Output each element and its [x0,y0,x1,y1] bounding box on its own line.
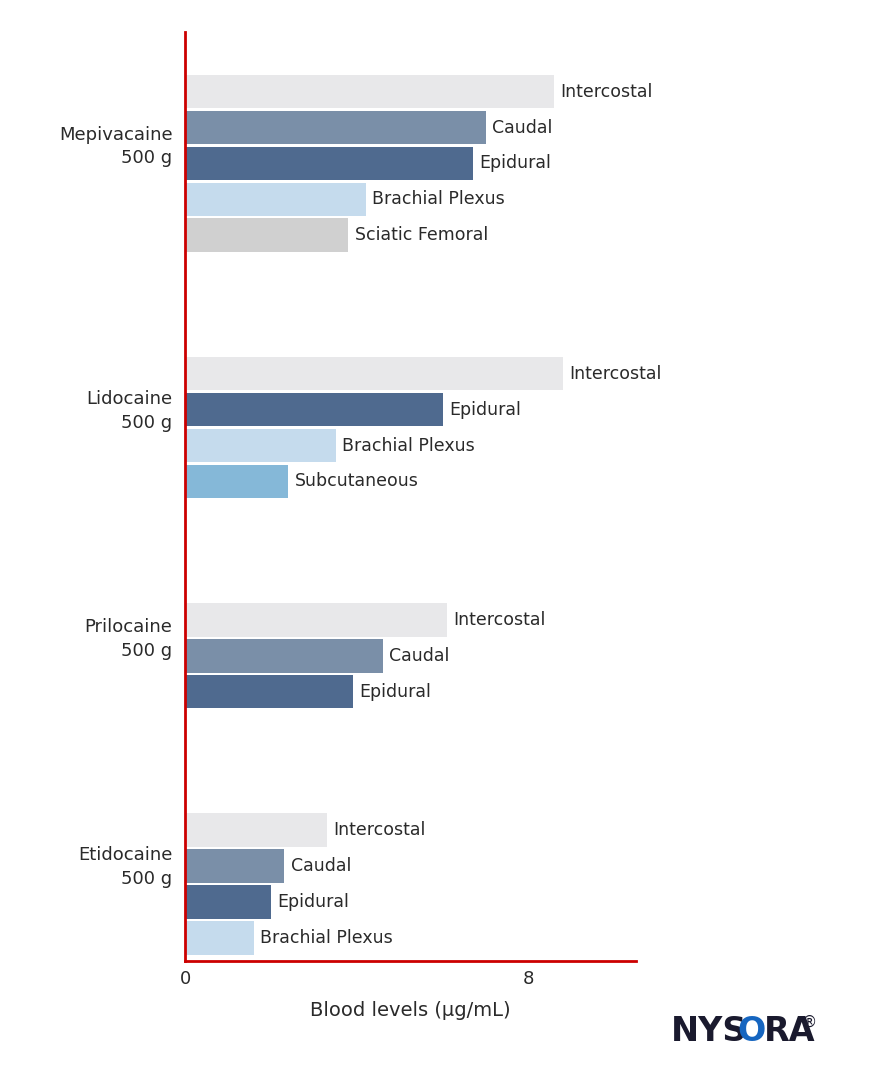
Bar [185,675,352,708]
Text: Mepivacaine
500 g: Mepivacaine 500 g [59,126,172,167]
Text: Lidocaine
500 g: Lidocaine 500 g [87,390,172,432]
Text: Epidural: Epidural [449,401,521,419]
Bar [185,218,349,252]
Text: Subcutaneous: Subcutaneous [295,472,419,490]
Text: Brachial Plexus: Brachial Plexus [372,190,505,208]
Text: Caudal: Caudal [389,647,449,665]
Text: NYS: NYS [671,1015,747,1048]
Text: ®: ® [802,1015,817,1030]
Text: Brachial Plexus: Brachial Plexus [342,436,475,455]
Bar [185,75,555,108]
Bar [185,147,472,180]
Bar [185,464,289,498]
Bar [185,921,254,955]
Text: Intercostal: Intercostal [454,611,546,629]
Bar [185,183,366,216]
Bar [185,813,327,847]
Bar [185,639,382,673]
Text: Caudal: Caudal [492,119,553,136]
Text: Etidocaine
500 g: Etidocaine 500 g [79,847,172,888]
Text: Intercostal: Intercostal [570,365,661,382]
Text: O: O [737,1015,766,1048]
Bar [185,849,284,882]
Text: Epidural: Epidural [359,683,431,701]
Bar [185,603,447,637]
Text: Brachial Plexus: Brachial Plexus [260,929,393,947]
X-axis label: Blood levels (μg/mL): Blood levels (μg/mL) [310,1001,511,1021]
Text: Intercostal: Intercostal [561,82,653,100]
Text: Epidural: Epidural [277,893,350,912]
Bar [185,111,486,145]
Bar [185,393,442,427]
Text: Caudal: Caudal [291,858,351,875]
Text: Sciatic Femoral: Sciatic Femoral [355,226,488,244]
Bar [185,356,562,391]
Text: Intercostal: Intercostal [334,821,426,839]
Text: Epidural: Epidural [479,154,551,173]
Text: Prilocaine
500 g: Prilocaine 500 g [85,618,172,660]
Bar [185,429,336,462]
Text: RA: RA [764,1015,815,1048]
Bar [185,886,271,919]
